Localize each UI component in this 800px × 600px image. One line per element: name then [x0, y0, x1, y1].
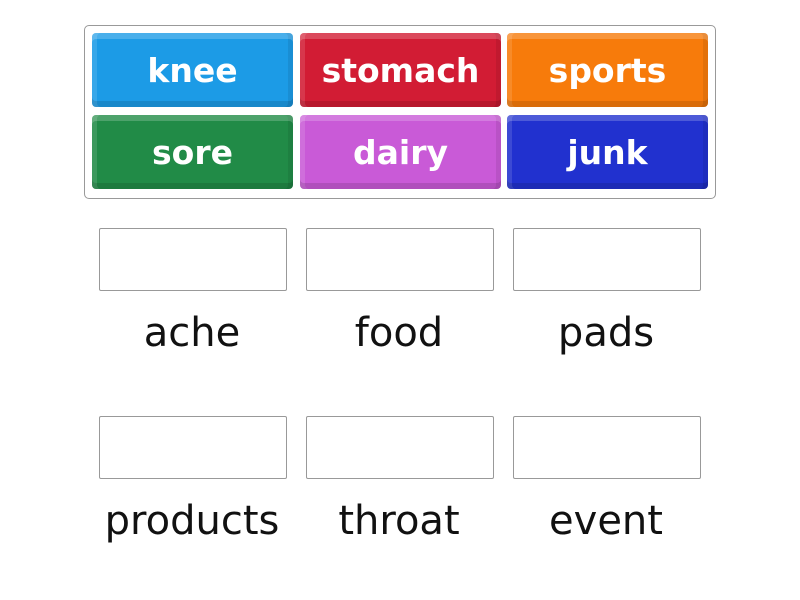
drop-box-throat[interactable] — [306, 416, 494, 479]
target-label-food: food — [354, 310, 444, 356]
word-tile-junk[interactable]: junk — [507, 115, 708, 189]
target-label-throat: throat — [338, 498, 460, 544]
word-tile-sore[interactable]: sore — [92, 115, 293, 189]
drop-box-products[interactable] — [99, 416, 287, 479]
target-label-pads: pads — [557, 310, 655, 356]
drop-box-event[interactable] — [513, 416, 701, 479]
target-label-ache: ache — [143, 310, 241, 356]
word-tile-stomach[interactable]: stomach — [300, 33, 501, 107]
drop-box-ache[interactable] — [99, 228, 287, 291]
drop-box-pads[interactable] — [513, 228, 701, 291]
target-label-event: event — [549, 498, 663, 544]
word-tile-dairy[interactable]: dairy — [300, 115, 501, 189]
target-label-products: products — [104, 498, 280, 544]
drop-box-food[interactable] — [306, 228, 494, 291]
word-tile-sports[interactable]: sports — [507, 33, 708, 107]
word-tile-knee[interactable]: knee — [92, 33, 293, 107]
